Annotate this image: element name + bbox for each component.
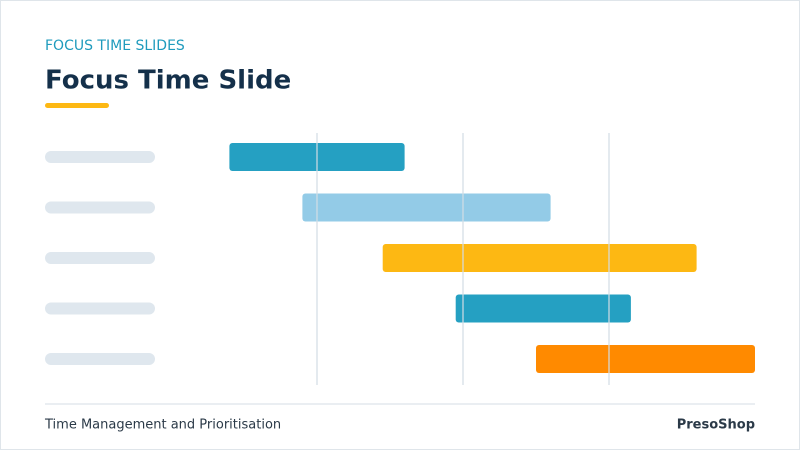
footer-left: Time Management and Prioritisation xyxy=(44,418,281,433)
task-bar xyxy=(455,294,631,323)
task-bar xyxy=(382,244,697,272)
row-label-placeholder xyxy=(45,353,155,365)
title-accent xyxy=(45,103,109,108)
row-label-placeholder xyxy=(45,302,155,315)
footer-right: PresoShop xyxy=(677,418,755,433)
task-bar xyxy=(536,345,755,373)
plot xyxy=(229,133,755,385)
row-label-placeholder xyxy=(45,201,155,214)
row-placeholders xyxy=(45,151,155,365)
row-label-placeholder xyxy=(45,252,155,264)
task-bar xyxy=(302,193,551,222)
row-label-placeholder xyxy=(45,151,155,163)
title: Focus Time Slide xyxy=(45,66,291,96)
eyebrow: FOCUS TIME SLIDES xyxy=(45,38,185,54)
